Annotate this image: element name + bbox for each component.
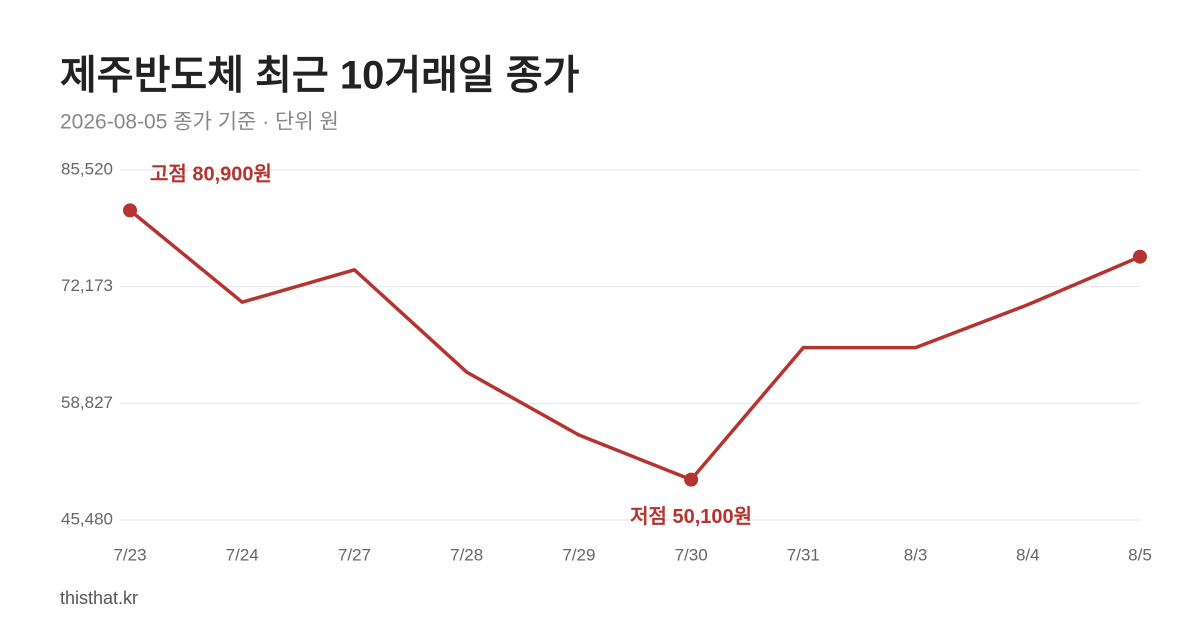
y-tick-label: 45,480	[61, 509, 113, 528]
x-tick-label: 7/28	[450, 545, 483, 564]
chart-subtitle: 2026-08-05 종가 기준 · 단위 원	[60, 111, 339, 134]
y-tick-label: 58,827	[61, 393, 113, 412]
line-series	[128, 209, 1141, 482]
point-marker	[684, 472, 699, 487]
source: thisthat.kr	[60, 588, 138, 608]
annotation: 저점 50,100원	[630, 505, 752, 528]
x-tick-label: 7/31	[787, 545, 820, 564]
x-tick-label: 8/4	[1016, 545, 1040, 564]
point-marker	[1133, 249, 1147, 264]
x-tick-label: 8/5	[1128, 545, 1152, 564]
y-tick-label: 85,520	[61, 159, 113, 178]
chart-title: 제주반도체 최근 10거래일 종가	[60, 54, 580, 98]
x-tick-label: 7/23	[113, 545, 146, 564]
x-tick-label: 7/29	[562, 545, 595, 564]
y-tick-label: 72,173	[61, 276, 113, 295]
x-tick-label: 7/30	[675, 545, 708, 564]
x-tick-label: 7/24	[226, 545, 259, 564]
x-tick-label: 8/3	[904, 545, 928, 564]
point-marker	[123, 203, 137, 218]
annotation: 고점 80,900원	[150, 163, 272, 186]
x-tick-label: 7/27	[338, 545, 371, 564]
